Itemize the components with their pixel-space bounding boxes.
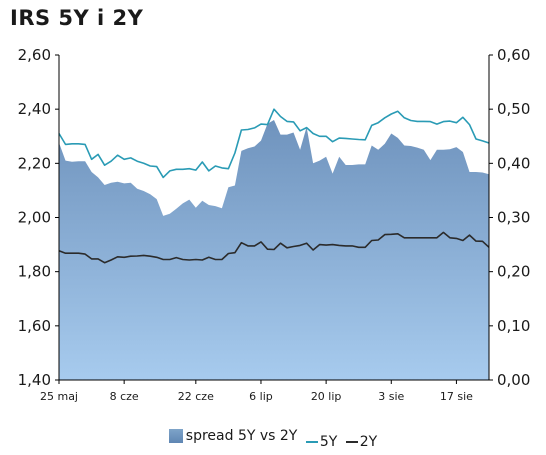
- legend-swatch-2y: [345, 441, 358, 443]
- left-tick-label: 2,60: [18, 46, 51, 64]
- series-line-5y: [58, 108, 490, 179]
- legend-label-2y: 2Y: [359, 434, 378, 450]
- x-tick-label: 6 lip: [249, 390, 273, 403]
- left-tick-label: 2,20: [18, 154, 51, 172]
- legend-item-2y: 2Y: [345, 434, 378, 450]
- x-tick-label: 17 sie: [440, 390, 473, 403]
- x-tick-label: 3 sie: [378, 390, 404, 403]
- series-line-2y: [58, 231, 490, 264]
- x-tick-label: 20 lip: [311, 390, 342, 403]
- right-tick-label: 0,30: [497, 209, 530, 227]
- x-tick-label: 25 maj: [40, 390, 78, 403]
- legend-item-spread: spread 5Y vs 2Y: [168, 428, 298, 444]
- legend-item-5y: 5Y: [305, 434, 338, 450]
- left-tick-label: 1,40: [18, 371, 51, 389]
- left-tick-label: 2,00: [18, 209, 51, 227]
- legend: spread 5Y vs 2Y 5Y 2Y: [0, 428, 546, 450]
- right-tick-label: 0,60: [497, 46, 530, 64]
- right-tick-label: 0,40: [497, 154, 530, 172]
- left-tick-label: 2,40: [18, 100, 51, 118]
- chart-title: IRS 5Y i 2Y: [10, 6, 144, 30]
- legend-label-spread: spread 5Y vs 2Y: [185, 428, 298, 444]
- right-tick-label: 0,00: [497, 371, 530, 389]
- right-tick-label: 0,20: [497, 263, 530, 281]
- left-tick-label: 1,80: [18, 263, 51, 281]
- right-tick-label: 0,10: [497, 317, 530, 335]
- legend-swatch-5y: [305, 441, 318, 443]
- x-tick-label: 8 cze: [110, 390, 139, 403]
- legend-label-5y: 5Y: [319, 434, 338, 450]
- left-tick-label: 1,60: [18, 317, 51, 335]
- legend-swatch-spread: [168, 429, 183, 443]
- x-tick-label: 22 cze: [178, 390, 214, 403]
- right-tick-label: 0,50: [497, 100, 530, 118]
